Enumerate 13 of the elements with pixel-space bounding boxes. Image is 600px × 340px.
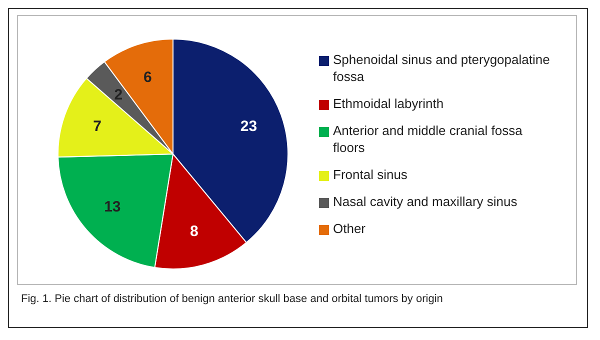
legend-label: Other: [333, 220, 367, 237]
data-label: 8: [190, 223, 198, 240]
legend-label: Ethmoidal labyrinth: [333, 95, 445, 112]
legend-label: Anterior and middle cranial fossa floors: [333, 122, 524, 156]
legend-label: Nasal cavity and maxillary sinus: [333, 193, 518, 210]
legend-label: Sphenoidal sinus and pterygopalatine fossa: [333, 51, 551, 85]
data-label: 6: [144, 69, 152, 86]
caption: Fig. 1. Pie chart of distribution of benign anterior skull base and orbital tumors by origin: [21, 293, 443, 305]
data-label: 13: [104, 198, 121, 216]
data-label: 23: [240, 118, 258, 136]
data-label: 7: [93, 118, 102, 136]
data-label: 2: [114, 86, 123, 104]
legend-label: Frontal sinus: [333, 166, 408, 183]
